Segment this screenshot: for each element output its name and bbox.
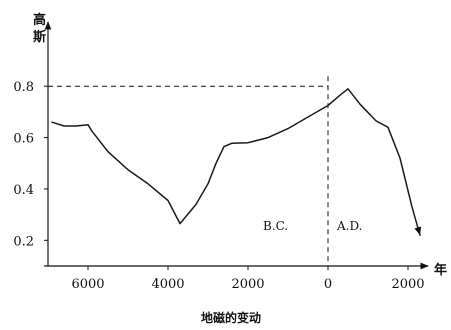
x-tick-label: 2000 xyxy=(391,277,424,292)
y-axis-label-line-2: 斯 xyxy=(33,29,46,45)
x-tick-label: 4000 xyxy=(151,277,184,292)
y-axis-label-line-1: 高 xyxy=(33,12,46,28)
y-tick-label: 0.6 xyxy=(13,132,34,147)
ad-label: A.D. xyxy=(336,219,363,233)
x-tick-label: 6000 xyxy=(71,277,104,292)
series-line xyxy=(51,88,421,236)
y-tick-label: 0.2 xyxy=(13,234,34,249)
chart-title: 地磁的变动 xyxy=(201,310,261,325)
y-tick-label: 0.8 xyxy=(13,80,34,95)
y-tick-label: 0.4 xyxy=(13,183,34,198)
x-ticks: 6000 4000 2000 0 2000 xyxy=(71,266,425,292)
series-end-arrow xyxy=(414,226,422,236)
x-tick-label: 2000 xyxy=(231,277,264,292)
x-tick-label: 0 xyxy=(324,277,332,292)
x-axis-label: 年 xyxy=(434,262,447,278)
y-ticks: 0.2 0.4 0.6 0.8 xyxy=(13,80,48,249)
bc-label: B.C. xyxy=(263,219,288,233)
